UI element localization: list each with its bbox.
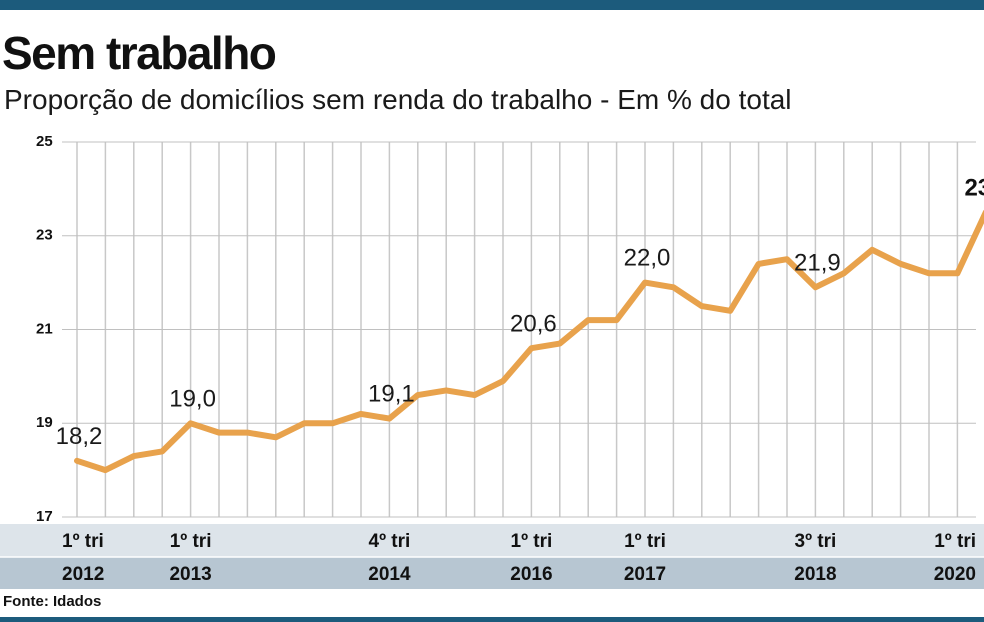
x-tick-quarter-label: 1º tri [170, 531, 212, 552]
source-note: Fonte: Idados [3, 593, 102, 610]
y-tick-label: 21 [36, 320, 53, 337]
chart-subtitle: Proporção de domicílios sem renda do tra… [4, 84, 792, 115]
data-label: 21,9 [794, 249, 841, 276]
y-tick-label: 17 [36, 508, 53, 525]
data-label: 19,0 [169, 385, 216, 412]
x-tick-quarter-label: 3º tri [795, 531, 837, 552]
x-tick-year-label: 2017 [624, 564, 666, 585]
x-tick-year-label: 2020 [934, 564, 976, 585]
line-chart: 17 19 21 23 25 18,2 19,0 19,1 20,6 22,0 21,9 23,5 1º… [0, 133, 984, 589]
x-tick-quarter-label: 1º tri [624, 531, 666, 552]
series-line [74, 209, 984, 474]
x-tick-quarter-label: 1º tri [934, 531, 976, 552]
data-label: 22,0 [624, 245, 671, 272]
top-frame-bar [0, 0, 984, 10]
data-label: 23,5 [964, 174, 984, 201]
x-tick-quarter-label: 1º tri [62, 531, 104, 552]
x-tick-quarter-label: 1º tri [511, 531, 553, 552]
x-tick-year-label: 2016 [510, 564, 552, 585]
y-tick-label: 23 [36, 227, 53, 244]
y-tick-label: 25 [36, 133, 53, 150]
x-axis-quarter-band [0, 524, 984, 557]
y-tick-label: 19 [36, 414, 53, 431]
x-axis-year-band [0, 557, 984, 589]
bottom-frame-bar [0, 617, 984, 622]
x-tick-year-label: 2012 [62, 564, 104, 585]
x-tick-year-label: 2014 [368, 564, 411, 585]
x-tick-year-label: 2013 [169, 564, 211, 585]
data-label: 20,6 [510, 310, 557, 337]
data-label: 18,2 [56, 423, 103, 450]
x-tick-year-label: 2018 [794, 564, 836, 585]
chart-title: Sem trabalho [2, 27, 277, 79]
data-label: 19,1 [368, 381, 415, 408]
x-tick-quarter-label: 4º tri [369, 531, 411, 552]
